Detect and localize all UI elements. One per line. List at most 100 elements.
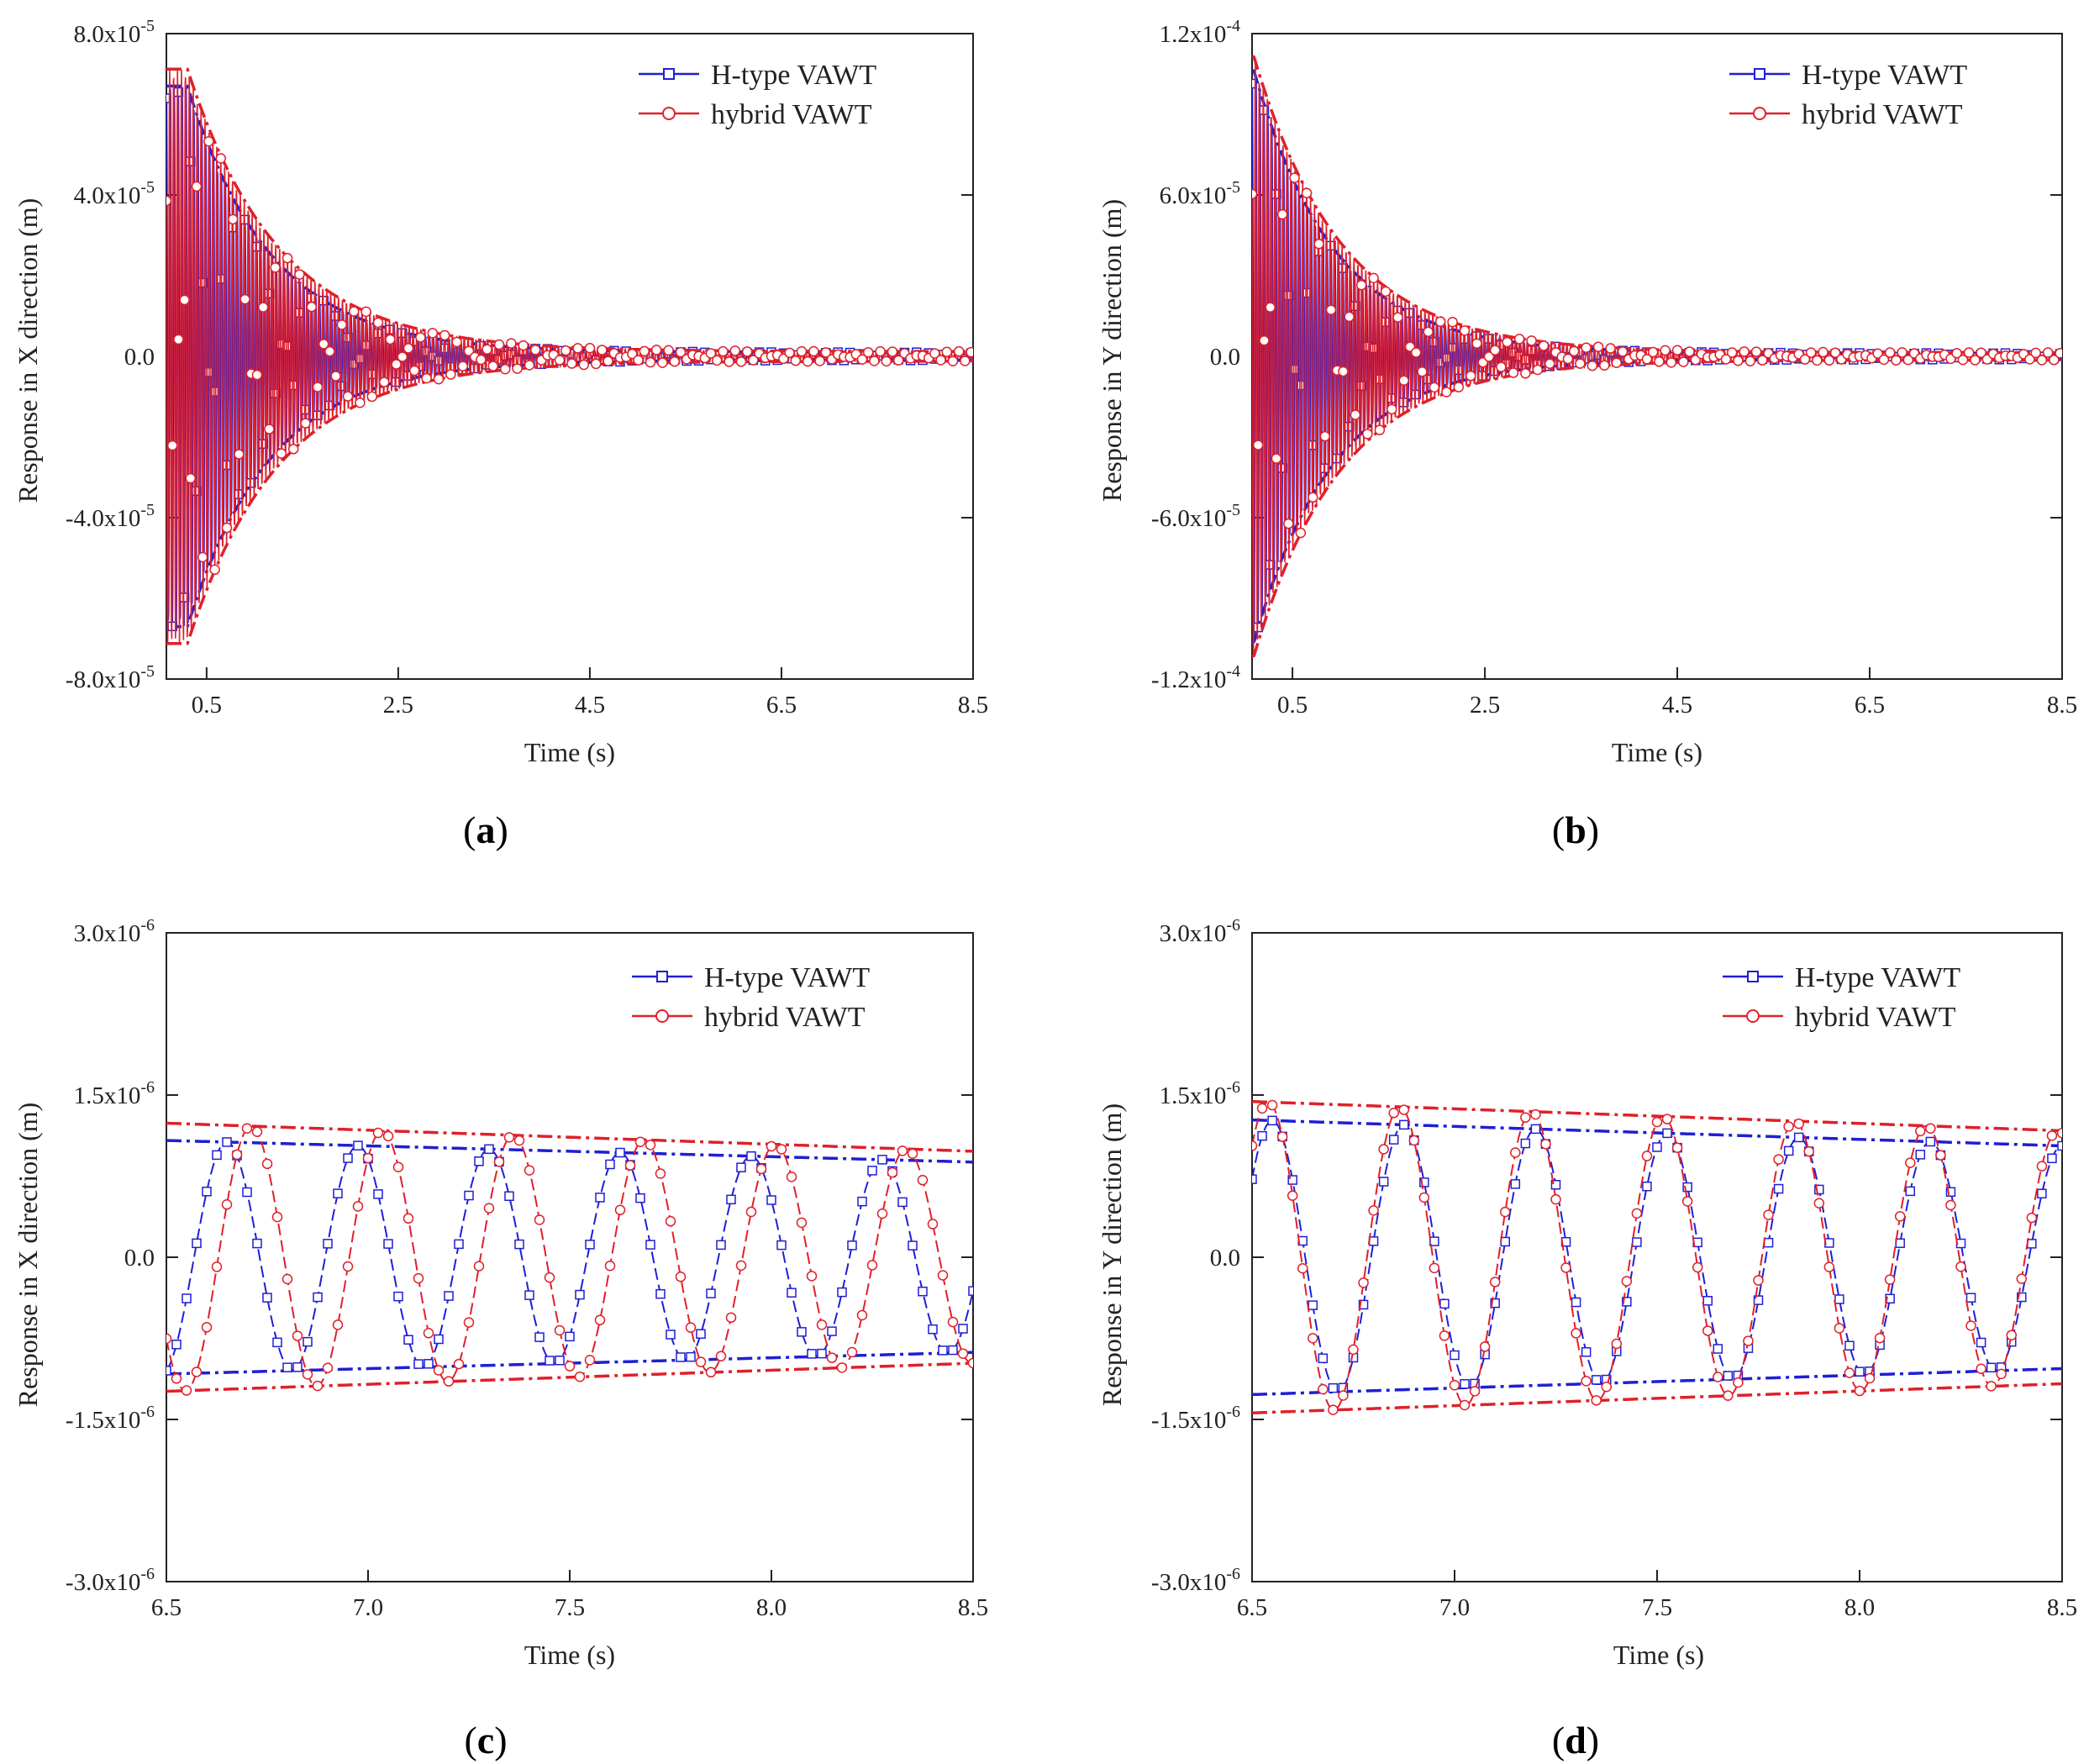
series-point (634, 1136, 646, 1147)
series-point (1726, 347, 1738, 358)
series-point (797, 1327, 807, 1337)
series-point (504, 1191, 514, 1202)
series-point (776, 1240, 787, 1251)
series-point (887, 346, 898, 357)
series-point (1408, 1135, 1420, 1146)
series-point (1259, 335, 1270, 346)
series-point (191, 181, 203, 192)
series-point (862, 346, 874, 358)
series-point (1508, 367, 1519, 378)
series-point (451, 336, 462, 348)
x-tick-label: 8.0 (1844, 1594, 1875, 1621)
series-point (595, 1193, 605, 1203)
series-point (1252, 78, 1257, 89)
series-point (1526, 335, 1537, 346)
series-point (1460, 1379, 1470, 1389)
series-point (487, 361, 499, 371)
series-point (257, 302, 269, 313)
legend-marker (1746, 1009, 1760, 1023)
panel-a: 0.5 2.5 4.5 6.5 8.5 -8.0x10-5 -4.0x10-5 0.0 4.0x… (13, 17, 988, 851)
series-point (1571, 1297, 1581, 1308)
series-point (1681, 1196, 1693, 1207)
series-point (1773, 1183, 1784, 1194)
y-tick-label: -8.0x10-5 (66, 662, 155, 693)
series-point (1439, 1330, 1450, 1341)
series-point (362, 1152, 374, 1164)
series-point (191, 1366, 203, 1377)
series-point (1489, 345, 1501, 356)
series-point (867, 1166, 877, 1176)
series-point (1459, 1399, 1471, 1411)
series-point (270, 262, 281, 273)
series-point (735, 356, 747, 367)
series-point (201, 1322, 213, 1333)
series-point (1592, 341, 1604, 352)
series-point (1441, 387, 1452, 398)
series-point (1601, 1381, 1612, 1393)
series-point (1591, 1375, 1602, 1385)
series-point (312, 382, 324, 392)
series-point (483, 1203, 495, 1214)
series-point (555, 1355, 565, 1366)
panel-d: 6.5 7.0 7.5 8.0 8.5 -3.0x10-6 -1.5x10-6 0.0 1.5x… (1097, 916, 2077, 1761)
series-point (666, 1330, 676, 1340)
series-point (1417, 366, 1428, 377)
legend-marker (662, 107, 676, 120)
series-point (817, 1348, 827, 1359)
series-point (645, 1240, 655, 1250)
series-point (1575, 358, 1586, 369)
series-point (1490, 1298, 1500, 1309)
series-point (927, 1219, 939, 1230)
series-point (330, 371, 341, 382)
series-point (1450, 1350, 1460, 1361)
series-point (433, 373, 445, 385)
y-tick-label: 4.0x10-5 (74, 178, 155, 209)
series-point (493, 1156, 505, 1167)
series-point (554, 355, 566, 366)
series-point (566, 358, 577, 369)
series-point (1894, 1211, 1906, 1222)
series-point (1834, 1294, 1844, 1304)
series-point (348, 306, 360, 317)
y-tick-label: 3.0x10-6 (1160, 916, 1240, 947)
series-point (264, 424, 275, 434)
series-point (650, 345, 662, 355)
series-point (192, 1238, 202, 1249)
x-tick-label: 8.5 (2047, 1594, 2077, 1621)
series-point (392, 1161, 404, 1172)
series-point (182, 1293, 192, 1303)
series-point (1500, 1236, 1510, 1247)
series-point (808, 345, 819, 357)
series-point (342, 391, 354, 402)
series-point (403, 1213, 414, 1224)
series-point (565, 1331, 575, 1342)
series-point (1925, 1136, 1936, 1147)
series-point (427, 328, 439, 339)
series-point (464, 1190, 474, 1201)
series-point (481, 344, 492, 355)
series-point (1955, 1261, 1966, 1272)
series-point (1632, 1237, 1642, 1247)
series-point (1287, 1190, 1298, 1201)
series-point (1647, 346, 1659, 358)
series-point (251, 1126, 263, 1137)
series-point (1530, 1124, 1541, 1135)
series-point (1368, 1236, 1379, 1246)
series-point (1986, 1362, 1997, 1373)
legend-label: hybrid VAWT (711, 99, 872, 130)
series-point (1976, 1363, 1986, 1375)
series-point (729, 345, 741, 356)
series-point (1773, 1154, 1784, 1165)
series-point (937, 1270, 949, 1281)
series-point (1510, 1179, 1521, 1189)
series-envelope-upper (1252, 1099, 2062, 1133)
series-point (1465, 371, 1476, 382)
series-point (1447, 316, 1458, 328)
series-point (585, 1240, 595, 1250)
series-point (366, 391, 378, 403)
series-point (1479, 1341, 1491, 1352)
series-point (715, 1351, 727, 1361)
legend-label: hybrid VAWT (704, 1002, 866, 1033)
series-point (958, 1324, 968, 1334)
series-point (746, 1151, 756, 1161)
